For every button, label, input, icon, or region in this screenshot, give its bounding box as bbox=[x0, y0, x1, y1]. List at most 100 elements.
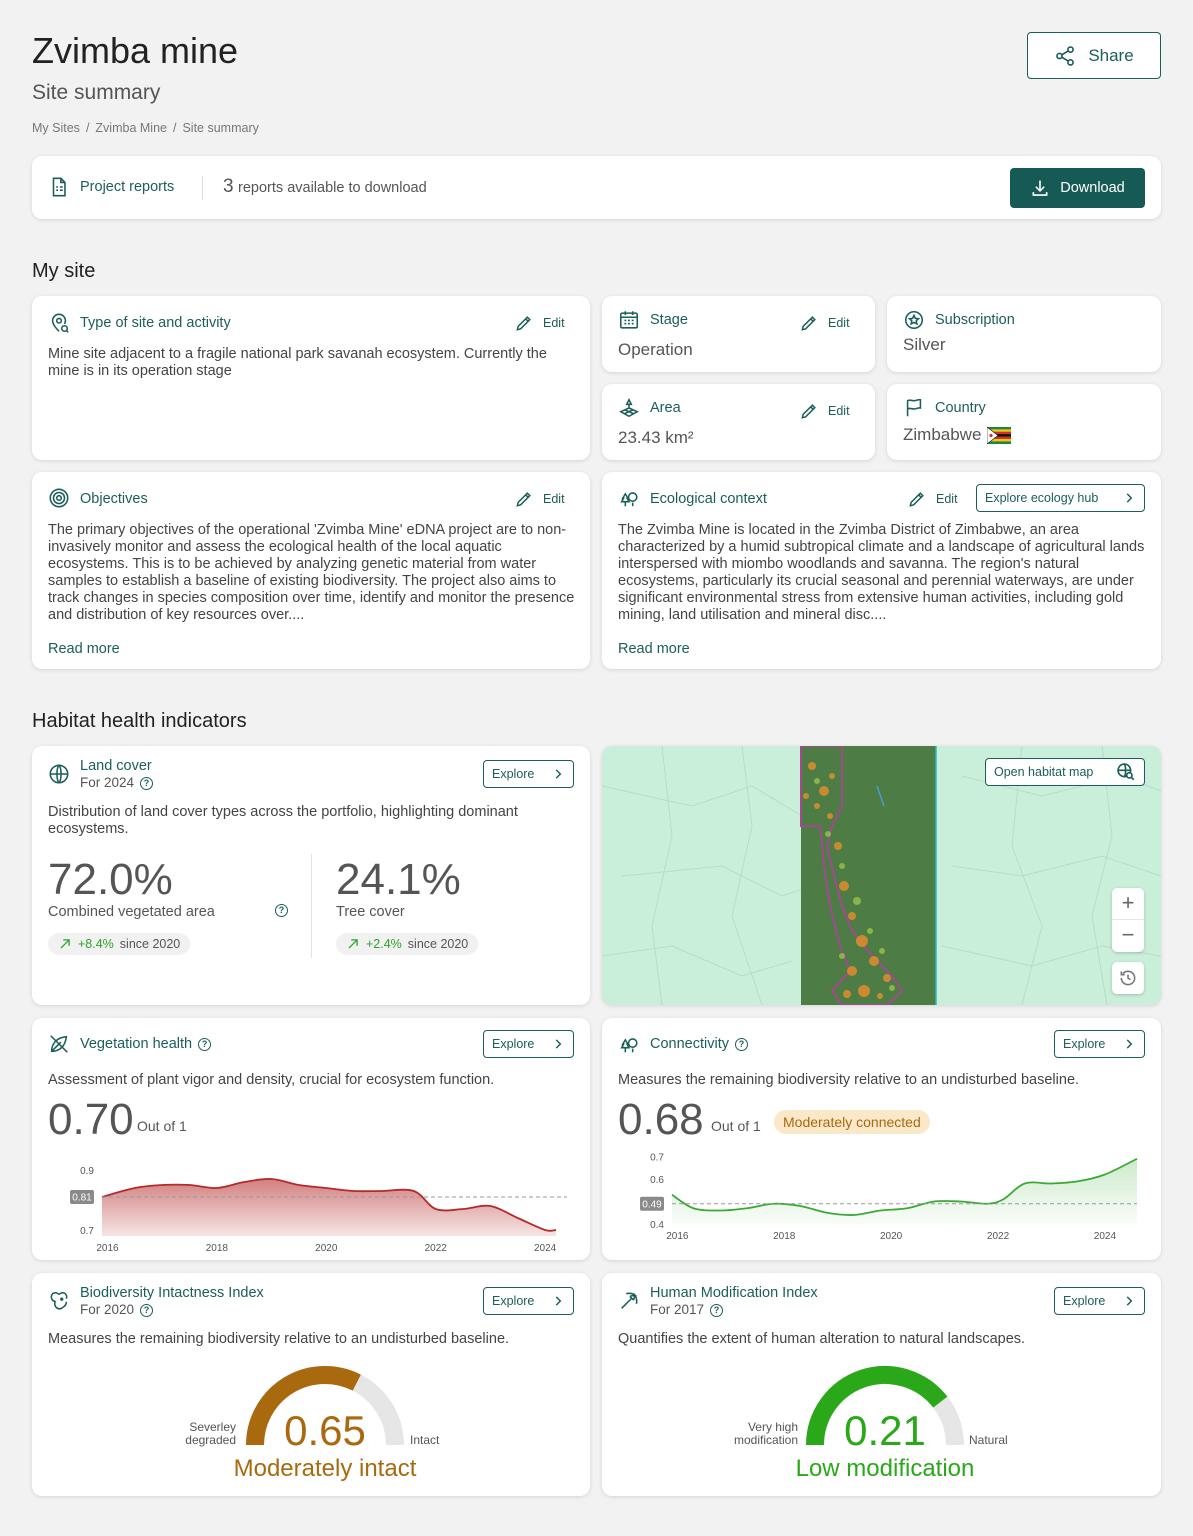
explore-label: Explore bbox=[1063, 1037, 1106, 1051]
document-icon bbox=[48, 176, 70, 198]
land-cover-description: Distribution of land cover types across … bbox=[48, 804, 518, 837]
hmi-value: 0.21 bbox=[844, 1407, 926, 1454]
edit-type-button[interactable]: Edit bbox=[514, 313, 565, 333]
bii-right-label: Intact bbox=[410, 1433, 440, 1447]
habitat-map[interactable]: Open habitat map + − bbox=[602, 746, 1161, 1005]
download-icon bbox=[1032, 180, 1048, 196]
land-cover-period: For 2024 bbox=[80, 775, 135, 790]
target-icon bbox=[48, 487, 70, 509]
vegetation-health-title: Vegetation health bbox=[80, 1036, 193, 1052]
trend-up-icon bbox=[60, 939, 70, 949]
help-icon[interactable]: ? bbox=[198, 1037, 212, 1051]
edit-stage-button[interactable]: Edit bbox=[799, 313, 850, 333]
breadcrumb-separator: / bbox=[172, 121, 177, 135]
x-tick-label: 2018 bbox=[206, 1243, 229, 1254]
help-icon[interactable]: ? bbox=[275, 904, 288, 917]
subscription-title: Subscription bbox=[935, 312, 1015, 328]
hmi-right-label: Natural bbox=[969, 1433, 1008, 1447]
tree-cover-trend: +2.4% since 2020 bbox=[336, 933, 479, 955]
x-tick-label: 2020 bbox=[315, 1243, 338, 1254]
y-tick-label: 0.4 bbox=[650, 1220, 664, 1231]
zoom-in-button[interactable]: + bbox=[1112, 888, 1144, 920]
tree-cover-value: 24.1% bbox=[336, 855, 461, 904]
x-tick-label: 2016 bbox=[666, 1231, 689, 1242]
vegetation-out-of: Out of 1 bbox=[137, 1118, 187, 1134]
chevron-right-icon bbox=[1126, 1039, 1133, 1049]
explore-label: Explore bbox=[492, 1037, 535, 1051]
edit-label: Edit bbox=[828, 316, 850, 330]
share-icon bbox=[1056, 45, 1075, 66]
breadcrumb-zvimba-mine[interactable]: Zvimba Mine bbox=[95, 121, 167, 135]
bii-title: Biodiversity Intactness Index bbox=[80, 1285, 264, 1301]
pencil-icon bbox=[909, 492, 924, 507]
explore-connectivity-button[interactable]: Explore bbox=[1054, 1030, 1145, 1058]
explore-label: Explore bbox=[1063, 1294, 1106, 1308]
bii-card: Biodiversity Intactness Index For 2020? … bbox=[32, 1273, 590, 1496]
vegetation-health-title-row: Vegetation health? bbox=[80, 1036, 212, 1052]
reports-count-text: 3 reports available to download bbox=[223, 176, 427, 198]
edit-ecology-button[interactable]: Edit bbox=[907, 489, 958, 509]
explore-label: Explore bbox=[492, 767, 535, 781]
open-habitat-map-label: Open habitat map bbox=[994, 765, 1094, 779]
vegetated-area-trend: +8.4% since 2020 bbox=[48, 933, 191, 955]
leaf-icon bbox=[48, 1033, 70, 1055]
explore-hmi-button[interactable]: Explore bbox=[1054, 1287, 1145, 1315]
edit-area-button[interactable]: Edit bbox=[799, 401, 850, 421]
chart-line bbox=[671, 1157, 1138, 1216]
open-habitat-map-button[interactable]: Open habitat map bbox=[985, 758, 1145, 786]
pencil-icon bbox=[801, 316, 816, 331]
share-button[interactable]: Share bbox=[1027, 32, 1161, 79]
x-tick-label: 2018 bbox=[773, 1231, 796, 1242]
ecological-context-body: The Zvimba Mine is located in the Zvimba… bbox=[618, 522, 1145, 623]
map-canvas[interactable] bbox=[602, 746, 1161, 1005]
explore-land-cover-button[interactable]: Explore bbox=[483, 760, 574, 788]
help-icon[interactable]: ? bbox=[140, 1303, 154, 1317]
bii-period: For 2020 bbox=[80, 1302, 135, 1317]
hmi-period-row: For 2017? bbox=[650, 1302, 724, 1317]
zoom-controls: + − bbox=[1112, 888, 1144, 952]
history-button[interactable] bbox=[1112, 962, 1144, 994]
hmi-card: Human Modification Index For 2017? Explo… bbox=[602, 1273, 1161, 1496]
project-reports-label[interactable]: Project reports bbox=[80, 179, 175, 195]
objectives-card: Objectives Edit The primary objectives o… bbox=[32, 472, 590, 669]
download-button[interactable]: Download bbox=[1010, 168, 1145, 208]
trend-up-icon bbox=[348, 939, 358, 949]
connectivity-out-of: Out of 1 bbox=[711, 1118, 761, 1134]
help-icon[interactable]: ? bbox=[734, 1037, 748, 1051]
edit-objectives-button[interactable]: Edit bbox=[514, 489, 565, 509]
chart-area bbox=[672, 1158, 1137, 1224]
chevron-right-icon bbox=[555, 1296, 562, 1306]
x-tick-label: 2022 bbox=[425, 1243, 448, 1254]
ecology-read-more-link[interactable]: Read more bbox=[618, 641, 690, 657]
help-icon[interactable]: ? bbox=[710, 1303, 724, 1317]
x-tick-label: 2024 bbox=[1094, 1231, 1117, 1242]
my-site-heading: My site bbox=[32, 260, 96, 282]
breadcrumb-my-sites[interactable]: My Sites bbox=[32, 121, 80, 135]
explore-bii-button[interactable]: Explore bbox=[483, 1287, 574, 1315]
land-cover-period-row: For 2024? bbox=[80, 775, 154, 790]
habitat-health-heading: Habitat health indicators bbox=[32, 710, 247, 732]
vegetation-health-card: Vegetation health? Explore Assessment of… bbox=[32, 1018, 590, 1260]
star-badge-icon bbox=[903, 309, 925, 331]
vegetation-health-value: 0.70 bbox=[48, 1095, 134, 1144]
explore-ecology-hub-label: Explore ecology hub bbox=[985, 491, 1099, 505]
explore-vegetation-button[interactable]: Explore bbox=[483, 1030, 574, 1058]
pickaxe-icon bbox=[618, 1290, 640, 1312]
x-tick-label: 2024 bbox=[534, 1243, 557, 1254]
metric-divider bbox=[311, 854, 312, 958]
bii-left-label: Severley degraded bbox=[156, 1421, 236, 1447]
hmi-left-label: Very high modification bbox=[718, 1421, 798, 1447]
bii-left-label-line1: Severley bbox=[189, 1420, 236, 1434]
explore-ecology-hub-button[interactable]: Explore ecology hub bbox=[976, 484, 1145, 512]
zoom-out-button[interactable]: − bbox=[1121, 922, 1135, 947]
vegetated-area-change: +8.4% bbox=[78, 937, 114, 951]
connectivity-title: Connectivity bbox=[650, 1036, 729, 1052]
land-cover-title: Land cover bbox=[80, 758, 152, 774]
hmi-left-label-line1: Very high bbox=[747, 1420, 798, 1434]
help-icon[interactable]: ? bbox=[140, 776, 154, 790]
stage-value: Operation bbox=[618, 340, 693, 359]
objectives-read-more-link[interactable]: Read more bbox=[48, 641, 120, 657]
country-card: Country Zimbabwe bbox=[887, 384, 1161, 460]
history-icon bbox=[1120, 970, 1136, 986]
chevron-right-icon bbox=[555, 1039, 562, 1049]
